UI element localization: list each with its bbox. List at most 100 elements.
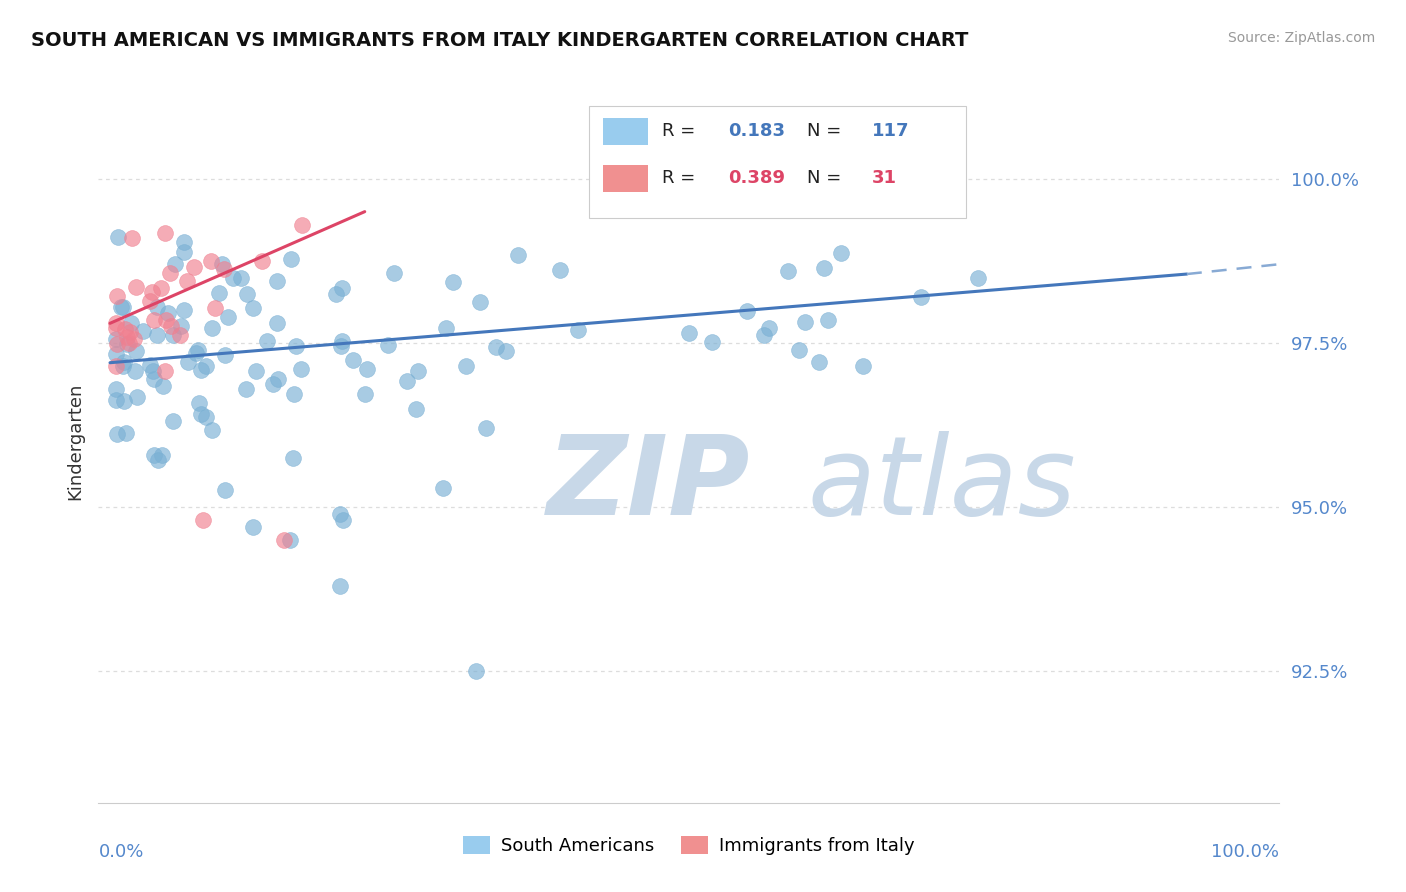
Point (793, 314, 815, 328)
Point (125, 280, 148, 294)
Point (474, 421, 496, 435)
Point (152, 379, 174, 393)
Point (204, 301, 226, 315)
Point (280, 252, 302, 266)
Text: atlas: atlas (807, 432, 1076, 539)
Point (235, 382, 257, 396)
Point (485, 340, 508, 354)
Point (495, 343, 517, 358)
Point (115, 336, 138, 351)
Point (222, 271, 245, 285)
Point (104, 382, 127, 396)
Point (111, 300, 134, 314)
Point (758, 321, 780, 335)
Point (127, 390, 149, 404)
Point (273, 533, 295, 547)
Point (678, 326, 700, 340)
Point (107, 230, 129, 244)
Point (125, 343, 148, 358)
Point (110, 300, 132, 314)
Point (441, 275, 464, 289)
Point (752, 328, 775, 343)
Point (329, 507, 352, 521)
Point (190, 407, 212, 421)
Point (170, 318, 193, 333)
Point (177, 355, 200, 369)
Point (813, 261, 835, 276)
Point (159, 266, 181, 280)
Point (155, 226, 177, 240)
Point (356, 361, 378, 376)
Text: N =: N = (807, 122, 841, 140)
Text: R =: R = (662, 122, 695, 140)
Point (278, 533, 301, 547)
Point (142, 448, 165, 462)
Text: ZIP: ZIP (547, 432, 751, 539)
Point (155, 364, 177, 378)
Point (142, 364, 165, 378)
Point (408, 364, 430, 378)
Point (145, 328, 167, 343)
Point (470, 295, 492, 310)
Y-axis label: Kindergarten: Kindergarten (66, 383, 84, 500)
Point (567, 323, 589, 337)
Point (550, 263, 572, 277)
Point (454, 359, 477, 374)
Point (465, 665, 488, 679)
Text: Source: ZipAtlas.com: Source: ZipAtlas.com (1227, 31, 1375, 45)
Point (105, 288, 128, 302)
Text: 0.0%: 0.0% (98, 843, 143, 861)
Point (105, 427, 128, 442)
Point (330, 334, 353, 348)
Point (162, 414, 184, 428)
Text: R =: R = (662, 169, 695, 186)
Point (330, 339, 353, 353)
Point (214, 348, 236, 362)
Point (329, 579, 352, 593)
Point (121, 231, 143, 245)
Text: 31: 31 (872, 169, 897, 186)
Point (195, 410, 218, 425)
Legend: South Americans, Immigrants from Italy: South Americans, Immigrants from Italy (463, 836, 915, 855)
Point (291, 218, 314, 232)
Point (188, 396, 211, 410)
Point (173, 235, 195, 249)
Point (506, 248, 529, 262)
Point (104, 320, 127, 334)
Point (283, 387, 305, 401)
Point (132, 324, 155, 338)
Point (405, 401, 427, 416)
Point (200, 253, 222, 268)
Text: N =: N = (807, 169, 841, 186)
Point (214, 483, 236, 497)
Point (146, 301, 169, 315)
Point (201, 423, 224, 437)
Point (165, 257, 187, 271)
Point (157, 306, 180, 320)
Point (778, 264, 800, 278)
Point (267, 372, 290, 386)
Point (118, 336, 141, 351)
Point (162, 328, 184, 343)
Point (148, 452, 170, 467)
Point (284, 338, 307, 352)
Point (789, 343, 811, 357)
Point (211, 257, 233, 271)
Point (139, 293, 162, 308)
Point (159, 318, 181, 333)
Text: 0.183: 0.183 (728, 122, 785, 140)
Point (194, 359, 217, 374)
Point (434, 321, 457, 335)
Point (176, 274, 198, 288)
Point (201, 321, 224, 335)
Point (104, 359, 127, 373)
Point (354, 387, 377, 401)
Point (290, 361, 312, 376)
Point (700, 335, 723, 350)
Point (139, 358, 162, 372)
Point (115, 426, 138, 441)
Point (214, 261, 236, 276)
Point (382, 267, 405, 281)
Point (173, 245, 195, 260)
Point (114, 322, 136, 336)
